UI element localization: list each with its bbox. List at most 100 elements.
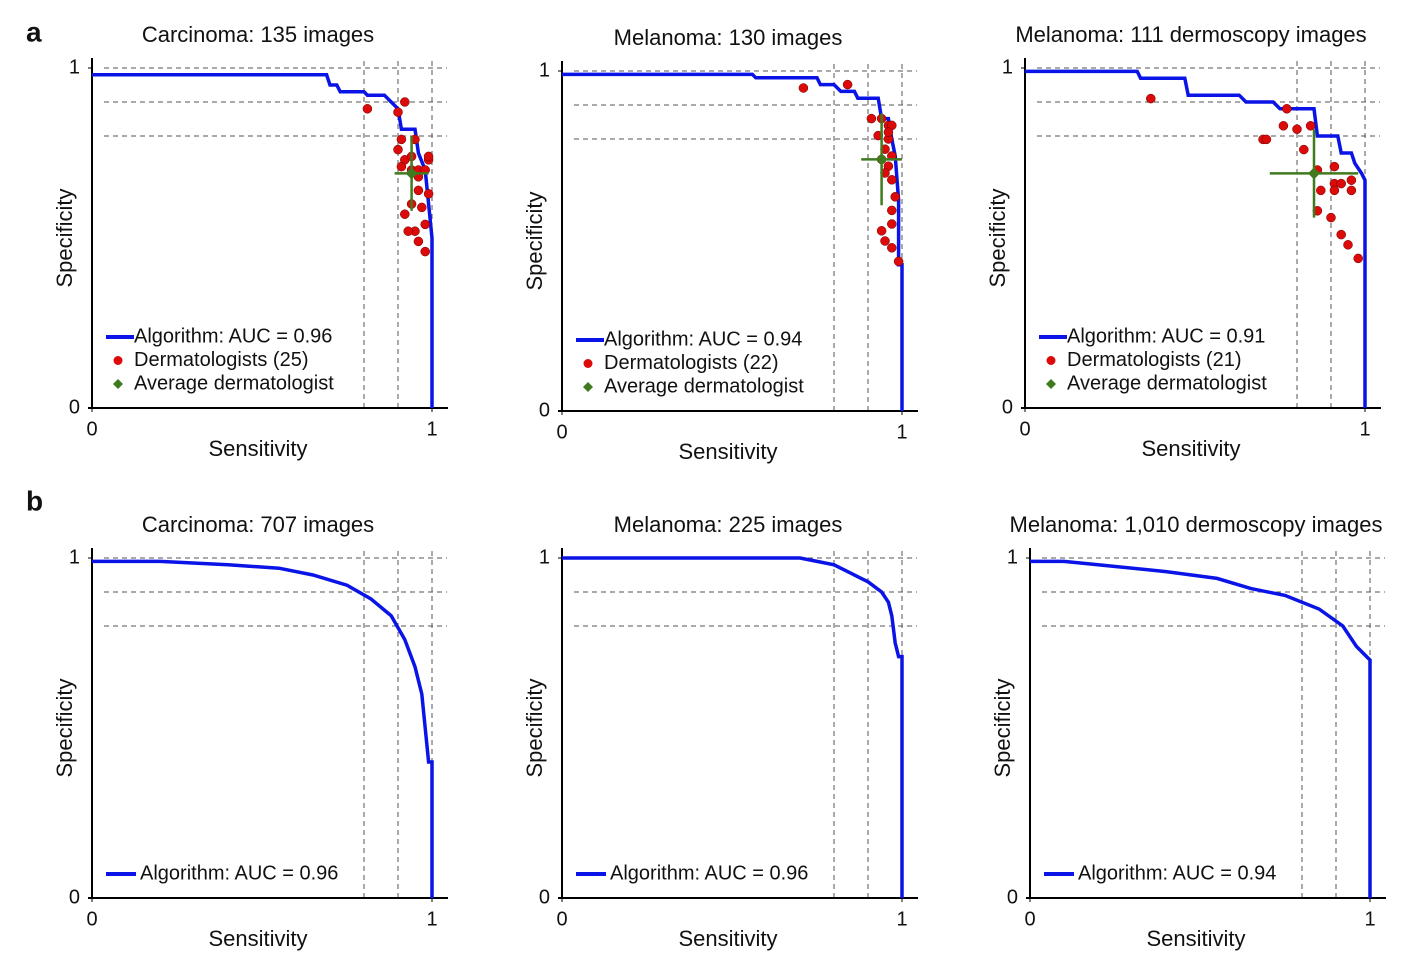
dermatologist-point — [423, 151, 434, 162]
dermatologist-point — [887, 205, 897, 216]
legend-label: Average dermatologist — [604, 375, 804, 397]
x-tick-label: 1 — [1364, 908, 1375, 930]
x-tick-label: 0 — [86, 418, 97, 440]
dermatologist-point — [362, 104, 373, 114]
y-tick-label: 1 — [539, 59, 550, 81]
chart-title: Melanoma: 225 images — [614, 512, 843, 537]
x-tick-label: 1 — [896, 421, 907, 443]
legend-label: Algorithm: AUC = 0.94 — [1078, 862, 1276, 884]
legend-swatch — [583, 382, 593, 392]
x-tick-label: 0 — [556, 908, 567, 930]
dermatologist-point — [798, 83, 809, 93]
dermatologist-point — [1261, 134, 1272, 145]
legend-swatch — [1046, 379, 1056, 389]
y-tick-label: 0 — [1007, 886, 1018, 908]
y-tick-label: 1 — [1007, 546, 1018, 568]
dermatologist-point — [393, 144, 403, 155]
legend-swatch — [1046, 356, 1056, 365]
panel-label: b — [26, 485, 43, 516]
roc-curve — [562, 556, 904, 898]
dermatologist-point — [866, 113, 877, 124]
y-tick-label: 1 — [539, 546, 550, 568]
dermatologist-point — [1292, 124, 1302, 134]
chart-title: Melanoma: 111 dermoscopy images — [1015, 22, 1366, 47]
legend-label: Algorithm: AUC = 0.96 — [610, 862, 808, 884]
dermatologist-point — [417, 202, 427, 213]
x-tick-label: 1 — [1359, 418, 1370, 440]
x-axis-label: Sensitivity — [678, 926, 777, 951]
chart-title: Melanoma: 130 images — [614, 25, 843, 50]
y-tick-label: 1 — [1002, 56, 1013, 78]
y-axis-label: Specificity — [985, 188, 1010, 287]
average-point — [875, 153, 888, 166]
y-axis-label: Specificity — [522, 678, 547, 777]
dermatologist-point — [1329, 161, 1340, 172]
x-tick-label: 0 — [86, 908, 97, 930]
dermatologist-point — [1346, 185, 1357, 196]
dermatologist-point — [1346, 175, 1357, 185]
roc-curve — [1030, 559, 1372, 898]
dermatologist-point — [883, 127, 894, 137]
x-axis-label: Sensitivity — [1146, 926, 1245, 951]
roc-curve — [92, 73, 434, 408]
y-axis-label: Specificity — [52, 678, 77, 777]
x-axis-label: Sensitivity — [678, 439, 777, 464]
dermatologist-point — [887, 219, 897, 229]
dermatologist-point — [1343, 240, 1353, 250]
legend-label: Algorithm: AUC = 0.94 — [604, 328, 802, 350]
y-axis-label: Specificity — [990, 678, 1015, 777]
y-tick-label: 0 — [539, 399, 550, 421]
x-tick-label: 1 — [426, 908, 437, 930]
dermatologist-point — [1146, 93, 1156, 104]
dermatologist-point — [880, 236, 890, 246]
x-tick-label: 0 — [1019, 418, 1030, 440]
dermatologist-point — [400, 209, 410, 219]
dermatologist-point — [1353, 253, 1363, 264]
legend-label: Average dermatologist — [134, 372, 334, 394]
dermatologist-point — [400, 97, 410, 107]
y-tick-label: 0 — [539, 886, 550, 908]
dermatologist-point — [887, 243, 897, 253]
legend-swatch — [113, 379, 123, 389]
dermatologist-point — [396, 161, 407, 172]
chart-title: Carcinoma: 135 images — [142, 22, 374, 47]
legend-swatch — [113, 356, 123, 365]
dermatologist-point — [393, 107, 403, 117]
dermatologist-point — [1316, 185, 1326, 196]
chart-title: Carcinoma: 707 images — [142, 512, 374, 537]
dermatologist-point — [396, 134, 407, 145]
dermatologist-point — [1336, 229, 1346, 240]
dermatologist-point — [842, 79, 853, 90]
y-tick-label: 0 — [69, 886, 80, 908]
y-tick-label: 0 — [69, 396, 80, 418]
legend-label: Algorithm: AUC = 0.91 — [1067, 325, 1265, 347]
dermatologist-point — [420, 219, 430, 230]
dermatologist-point — [1299, 144, 1309, 155]
panel-label: a — [26, 16, 42, 47]
legend-label: Dermatologists (25) — [134, 349, 309, 371]
chart-title: Melanoma: 1,010 dermoscopy images — [1010, 512, 1383, 537]
average-point — [405, 167, 418, 180]
x-axis-label: Sensitivity — [208, 436, 307, 461]
dermatologist-point — [403, 226, 413, 236]
dermatologist-point — [423, 189, 434, 199]
average-point — [1308, 167, 1320, 180]
roc-curve — [562, 72, 904, 411]
dermatologist-point — [420, 246, 430, 257]
roc-curve — [1025, 69, 1367, 408]
dermatologist-point — [887, 175, 897, 185]
roc-curve — [92, 559, 434, 898]
legend-label: Algorithm: AUC = 0.96 — [134, 325, 332, 347]
legend-label: Dermatologists (22) — [604, 352, 779, 374]
x-tick-label: 0 — [556, 421, 567, 443]
x-axis-label: Sensitivity — [1141, 436, 1240, 461]
dermatologist-point — [890, 192, 900, 202]
dermatologist-point — [893, 256, 904, 267]
dermatologist-point — [1278, 121, 1289, 131]
legend-label: Dermatologists (21) — [1067, 349, 1242, 371]
dermatologist-point — [876, 226, 887, 236]
legend-label: Algorithm: AUC = 0.96 — [140, 862, 338, 884]
legend-label: Average dermatologist — [1067, 372, 1267, 394]
dermatologist-point — [1329, 185, 1340, 196]
